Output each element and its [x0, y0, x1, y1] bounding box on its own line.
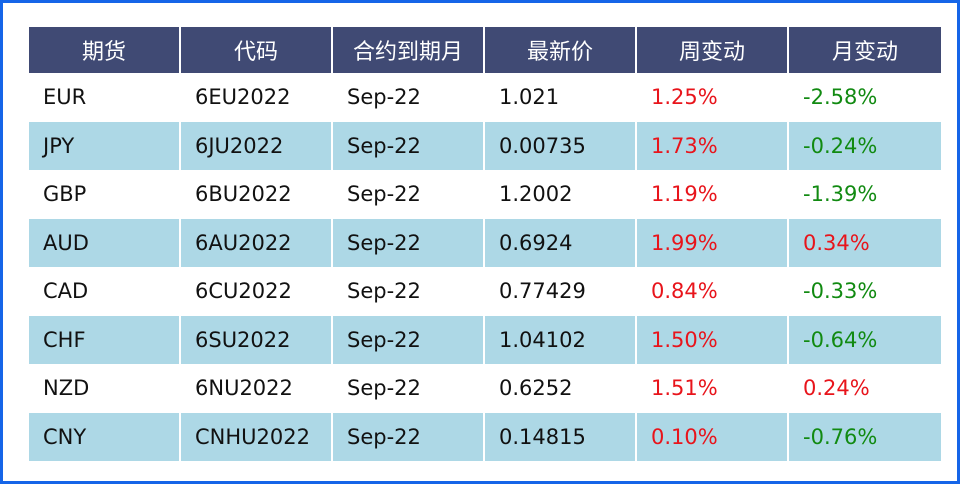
header-expiry: 合约到期月 [333, 27, 485, 73]
cell-code: 6BU2022 [181, 170, 333, 219]
table-row: JPY 6JU2022 Sep-22 0.00735 1.73% -0.24% [29, 121, 941, 170]
cell-weekly-change: 0.10% [637, 412, 789, 461]
cell-monthly-change: -2.58% [789, 73, 941, 122]
table-row: GBP 6BU2022 Sep-22 1.2002 1.19% -1.39% [29, 170, 941, 219]
cell-monthly-change: 0.34% [789, 218, 941, 267]
cell-name: CAD [29, 267, 181, 316]
cell-code: 6SU2022 [181, 315, 333, 364]
header-row: 期货 代码 合约到期月 最新价 周变动 月变动 [29, 27, 941, 73]
cell-price: 1.021 [485, 73, 637, 122]
cell-code: 6CU2022 [181, 267, 333, 316]
cell-price: 0.00735 [485, 121, 637, 170]
cell-name: GBP [29, 170, 181, 219]
cell-expiry: Sep-22 [333, 73, 485, 122]
cell-monthly-change: 0.24% [789, 364, 941, 413]
cell-weekly-change: 1.73% [637, 121, 789, 170]
table-row: CHF 6SU2022 Sep-22 1.04102 1.50% -0.64% [29, 315, 941, 364]
header-monthly-change: 月变动 [789, 27, 941, 73]
cell-code: 6NU2022 [181, 364, 333, 413]
table-row: CAD 6CU2022 Sep-22 0.77429 0.84% -0.33% [29, 267, 941, 316]
cell-monthly-change: -0.33% [789, 267, 941, 316]
cell-monthly-change: -0.76% [789, 412, 941, 461]
cell-weekly-change: 1.19% [637, 170, 789, 219]
cell-monthly-change: -0.64% [789, 315, 941, 364]
cell-price: 0.6924 [485, 218, 637, 267]
cell-name: CNY [29, 412, 181, 461]
cell-name: CHF [29, 315, 181, 364]
cell-weekly-change: 1.99% [637, 218, 789, 267]
header-weekly-change: 周变动 [637, 27, 789, 73]
cell-name: AUD [29, 218, 181, 267]
table-row: AUD 6AU2022 Sep-22 0.6924 1.99% 0.34% [29, 218, 941, 267]
header-code: 代码 [181, 27, 333, 73]
cell-weekly-change: 1.50% [637, 315, 789, 364]
cell-monthly-change: -0.24% [789, 121, 941, 170]
cell-price: 1.2002 [485, 170, 637, 219]
table-row: EUR 6EU2022 Sep-22 1.021 1.25% -2.58% [29, 73, 941, 122]
cell-expiry: Sep-22 [333, 121, 485, 170]
cell-expiry: Sep-22 [333, 412, 485, 461]
table-row: NZD 6NU2022 Sep-22 0.6252 1.51% 0.24% [29, 364, 941, 413]
cell-name: EUR [29, 73, 181, 122]
cell-price: 0.14815 [485, 412, 637, 461]
table-row: CNY CNHU2022 Sep-22 0.14815 0.10% -0.76% [29, 412, 941, 461]
cell-name: NZD [29, 364, 181, 413]
cell-price: 0.6252 [485, 364, 637, 413]
cell-expiry: Sep-22 [333, 218, 485, 267]
futures-table: 期货 代码 合约到期月 最新价 周变动 月变动 EUR 6EU2022 Sep-… [29, 27, 941, 461]
cell-weekly-change: 1.51% [637, 364, 789, 413]
cell-code: 6AU2022 [181, 218, 333, 267]
cell-weekly-change: 1.25% [637, 73, 789, 122]
header-futures: 期货 [29, 27, 181, 73]
cell-price: 0.77429 [485, 267, 637, 316]
cell-expiry: Sep-22 [333, 267, 485, 316]
cell-expiry: Sep-22 [333, 364, 485, 413]
header-latest-price: 最新价 [485, 27, 637, 73]
cell-monthly-change: -1.39% [789, 170, 941, 219]
cell-name: JPY [29, 121, 181, 170]
cell-price: 1.04102 [485, 315, 637, 364]
cell-weekly-change: 0.84% [637, 267, 789, 316]
cell-code: CNHU2022 [181, 412, 333, 461]
cell-expiry: Sep-22 [333, 170, 485, 219]
cell-code: 6JU2022 [181, 121, 333, 170]
cell-expiry: Sep-22 [333, 315, 485, 364]
cell-code: 6EU2022 [181, 73, 333, 122]
